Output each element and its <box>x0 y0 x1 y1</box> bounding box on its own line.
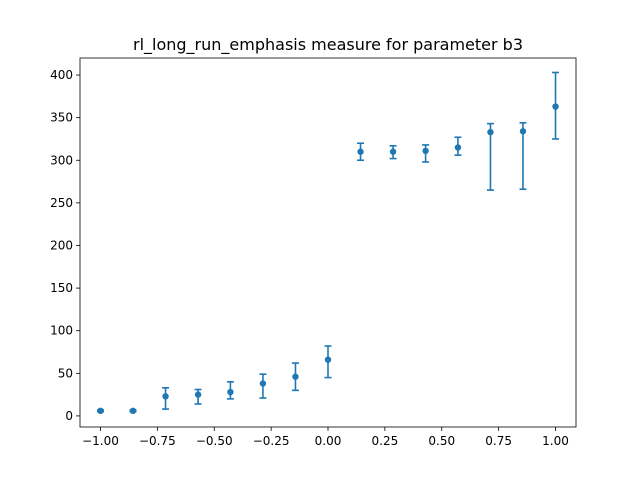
y-tick-label: 0 <box>65 409 73 423</box>
x-tick-label: 0.25 <box>372 434 399 448</box>
data-point <box>519 128 527 135</box>
y-tick-label: 300 <box>50 153 73 167</box>
x-tick-label: 0.00 <box>315 434 342 448</box>
data-point <box>97 407 104 415</box>
data-point <box>227 388 234 396</box>
x-tick-label: −0.25 <box>253 434 290 448</box>
x-tick-label: −1.00 <box>82 434 119 448</box>
data-point <box>389 148 397 155</box>
chart-title: rl_long_run_emphasis measure for paramet… <box>133 35 523 55</box>
y-tick-label: 50 <box>58 366 73 380</box>
data-point <box>422 147 429 155</box>
data-point <box>552 103 559 110</box>
data-point <box>194 391 202 398</box>
x-tick-label: −0.75 <box>139 434 176 448</box>
y-tick-label: 200 <box>50 238 73 252</box>
data-point <box>487 128 494 136</box>
plot-area: −1.00 −0.75 −0.50 −0.25 0.00 0.25 0.50 0.75 1.00… <box>50 57 577 448</box>
data-point <box>324 356 332 363</box>
x-tick-label: 0.75 <box>485 434 512 448</box>
data-point <box>162 393 169 400</box>
y-tick-label: 350 <box>50 111 73 125</box>
y-tick-label: 250 <box>50 196 73 210</box>
y-tick-label: 100 <box>50 324 73 338</box>
x-tick-label: −0.50 <box>196 434 233 448</box>
data-point <box>129 407 137 415</box>
data-point <box>454 144 462 151</box>
y-tick-label: 150 <box>50 281 73 295</box>
y-tick-label: 400 <box>50 68 73 82</box>
x-tick-label: 0.50 <box>428 434 455 448</box>
data-point <box>292 373 299 380</box>
data-point <box>259 380 267 387</box>
data-point <box>357 148 364 155</box>
x-tick-label: 1.00 <box>542 434 569 448</box>
